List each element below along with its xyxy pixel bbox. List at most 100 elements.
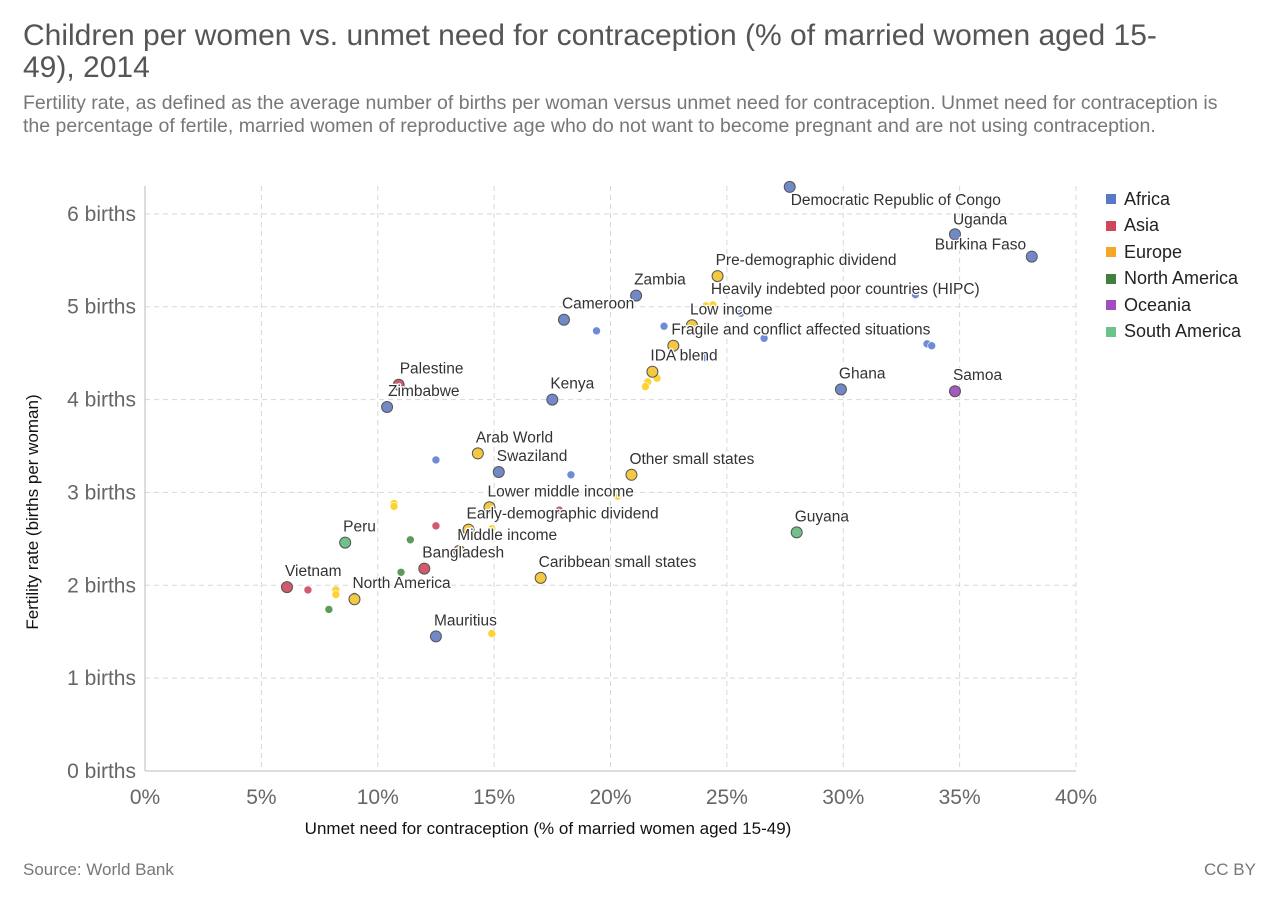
source-note: Source: World Bank bbox=[23, 860, 174, 879]
data-point[interactable] bbox=[396, 567, 406, 577]
point-labels: Democratic Republic of Congo Uganda Burkin… bbox=[284, 191, 1028, 631]
data-point[interactable] bbox=[948, 385, 961, 398]
legend-label: North America bbox=[1124, 268, 1239, 289]
data-point[interactable] bbox=[483, 501, 496, 514]
y-tick-label: 3 births bbox=[67, 481, 136, 504]
point-label: North America bbox=[352, 575, 451, 592]
data-point[interactable] bbox=[381, 401, 394, 413]
data-point[interactable] bbox=[927, 341, 936, 351]
data-point[interactable] bbox=[487, 524, 497, 533]
data-point[interactable] bbox=[911, 290, 920, 299]
data-point[interactable] bbox=[685, 319, 698, 332]
legend-item-africa[interactable]: Africa bbox=[1106, 186, 1241, 213]
data-point[interactable] bbox=[736, 308, 746, 318]
data-point[interactable] bbox=[1025, 250, 1038, 263]
x-tick-label: 15% bbox=[473, 786, 515, 809]
data-point[interactable] bbox=[554, 505, 564, 515]
data-points bbox=[280, 180, 1038, 643]
legend-item-asia[interactable]: Asia bbox=[1106, 213, 1241, 240]
data-point[interactable] bbox=[592, 326, 601, 336]
legend-swatch bbox=[1106, 194, 1116, 205]
legend-swatch bbox=[1106, 326, 1116, 337]
data-point[interactable] bbox=[667, 339, 680, 352]
data-point[interactable] bbox=[487, 629, 497, 638]
x-tick-label: 30% bbox=[822, 786, 864, 809]
data-point[interactable] bbox=[471, 447, 484, 460]
point-label: Cameroon bbox=[562, 296, 634, 313]
data-point[interactable] bbox=[406, 535, 415, 545]
point-label: Early-demographic dividend bbox=[467, 506, 659, 523]
point-label: Other small states bbox=[629, 451, 754, 468]
legend-label: Africa bbox=[1124, 188, 1171, 209]
point-label: Caribbean small states bbox=[539, 554, 697, 571]
data-point[interactable] bbox=[557, 313, 570, 326]
grid-lines bbox=[145, 186, 1077, 771]
data-point[interactable] bbox=[453, 544, 466, 557]
data-point[interactable] bbox=[834, 383, 847, 396]
point-label: IDA blend bbox=[650, 348, 717, 365]
x-tick-label: 0% bbox=[130, 786, 160, 809]
chart-subtitle: Fertility rate, as defined as the averag… bbox=[23, 92, 1218, 137]
data-point[interactable] bbox=[701, 353, 711, 363]
point-label: Guyana bbox=[795, 508, 850, 525]
legend: Africa Asia Europe North America Oceania Sout… bbox=[1106, 186, 1241, 345]
point-label: Peru bbox=[343, 519, 376, 536]
data-point[interactable] bbox=[630, 289, 643, 302]
x-tick-label: 10% bbox=[357, 786, 399, 809]
point-label: Zambia bbox=[634, 272, 686, 289]
data-point[interactable] bbox=[659, 321, 669, 331]
data-point[interactable] bbox=[303, 585, 313, 595]
data-point[interactable] bbox=[566, 470, 576, 480]
data-point[interactable] bbox=[948, 228, 961, 241]
data-point[interactable] bbox=[625, 468, 638, 481]
data-point[interactable] bbox=[462, 523, 475, 536]
data-point[interactable] bbox=[324, 605, 334, 614]
data-point[interactable] bbox=[331, 590, 341, 599]
data-point[interactable] bbox=[613, 491, 622, 501]
point-label: Low income bbox=[690, 301, 773, 318]
data-point[interactable] bbox=[431, 455, 441, 465]
x-tick-label: 20% bbox=[589, 786, 631, 809]
data-point[interactable] bbox=[641, 382, 650, 391]
point-label: Uganda bbox=[953, 211, 1008, 228]
data-point[interactable] bbox=[534, 571, 547, 584]
data-point[interactable] bbox=[646, 365, 659, 378]
legend-label: Oceania bbox=[1124, 294, 1192, 315]
data-point[interactable] bbox=[790, 526, 803, 539]
data-point[interactable] bbox=[280, 581, 293, 594]
point-label: Swaziland bbox=[497, 448, 568, 465]
data-point[interactable] bbox=[783, 180, 796, 193]
data-point[interactable] bbox=[429, 630, 442, 643]
data-point[interactable] bbox=[701, 301, 711, 311]
data-point[interactable] bbox=[389, 502, 399, 511]
legend-item-oceania[interactable]: Oceania bbox=[1106, 292, 1241, 319]
point-label: Middle income bbox=[457, 527, 557, 544]
legend-item-north-america[interactable]: North America bbox=[1106, 266, 1241, 293]
x-tick-label: 25% bbox=[706, 786, 748, 809]
data-point[interactable] bbox=[546, 393, 559, 406]
legend-swatch bbox=[1106, 273, 1116, 284]
point-label: Pre-demographic dividend bbox=[716, 252, 897, 269]
point-label: Vietnam bbox=[285, 563, 342, 580]
chart-title: Children per women vs. unmet need for co… bbox=[23, 19, 1157, 84]
legend-item-south-america[interactable]: South America bbox=[1106, 319, 1241, 346]
point-label: Heavily indebted poor countries (HIPC) bbox=[711, 281, 980, 298]
axes: 0% 5% 10% 15% 20% 25% 30% 35% 40% 0 births 1 birth… bbox=[67, 186, 1097, 809]
x-tick-label: 40% bbox=[1055, 786, 1097, 809]
data-point[interactable] bbox=[711, 270, 724, 283]
data-point[interactable] bbox=[392, 378, 405, 391]
point-label: Lower middle income bbox=[487, 483, 633, 500]
license-note[interactable]: CC BY bbox=[1204, 860, 1256, 879]
point-label: Palestine bbox=[400, 361, 464, 378]
point-label: Burkina Faso bbox=[935, 237, 1026, 254]
point-label: Mauritius bbox=[434, 612, 497, 629]
data-point[interactable] bbox=[418, 562, 431, 575]
data-point[interactable] bbox=[348, 593, 361, 606]
data-point[interactable] bbox=[431, 521, 441, 531]
data-point[interactable] bbox=[339, 536, 352, 549]
legend-item-europe[interactable]: Europe bbox=[1106, 239, 1241, 266]
data-point[interactable] bbox=[759, 333, 769, 343]
point-label: Zimbabwe bbox=[388, 383, 460, 400]
data-point[interactable] bbox=[492, 466, 505, 478]
